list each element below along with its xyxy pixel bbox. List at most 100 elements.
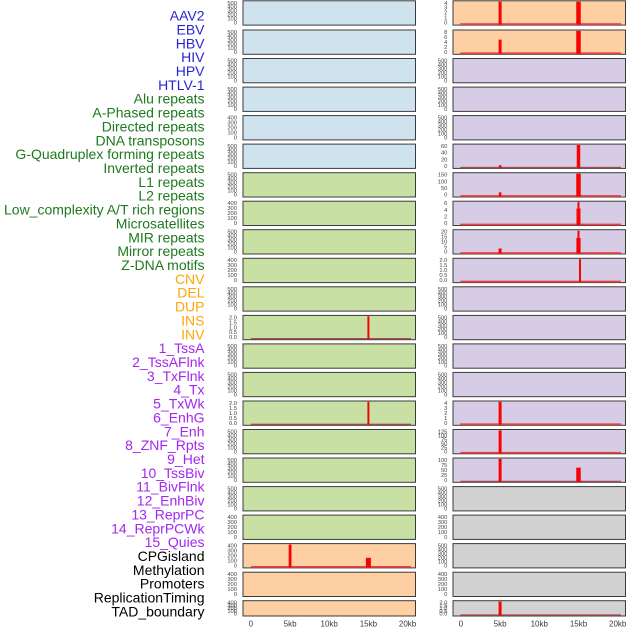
svg-text:0: 0 [234, 278, 237, 284]
svg-text:200: 200 [227, 42, 237, 48]
svg-text:0: 0 [234, 135, 237, 141]
svg-text:100: 100 [438, 458, 448, 464]
svg-text:1.0: 1.0 [439, 268, 447, 274]
svg-text:400: 400 [227, 515, 237, 521]
svg-text:200: 200 [438, 299, 448, 305]
svg-text:200: 200 [227, 525, 237, 531]
svg-text:100: 100 [227, 360, 237, 366]
svg-text:200: 200 [227, 356, 237, 362]
svg-text:Promoters: Promoters [140, 576, 205, 592]
svg-text:25: 25 [441, 445, 447, 451]
svg-text:300: 300 [227, 380, 237, 386]
svg-text:10_TssBiv: 10_TssBiv [141, 465, 205, 481]
svg-text:100: 100 [227, 609, 237, 615]
svg-text:Z-DNA motifs: Z-DNA motifs [121, 257, 204, 273]
svg-text:5kb: 5kb [494, 619, 507, 628]
svg-text:300: 300 [227, 295, 237, 301]
svg-text:50: 50 [441, 441, 447, 447]
svg-text:0: 0 [444, 164, 447, 170]
svg-text:400: 400 [227, 177, 237, 183]
svg-text:400: 400 [227, 433, 237, 439]
svg-text:400: 400 [227, 34, 237, 40]
svg-text:100: 100 [227, 388, 237, 394]
svg-text:200: 200 [227, 299, 237, 305]
svg-text:400: 400 [227, 572, 237, 578]
svg-text:75: 75 [441, 437, 447, 443]
svg-text:200: 200 [438, 128, 448, 134]
svg-text:3_TxFlnk: 3_TxFlnk [147, 368, 206, 384]
svg-text:500: 500 [438, 58, 448, 64]
svg-text:200: 200 [227, 242, 237, 248]
svg-text:AAV2: AAV2 [170, 8, 205, 24]
svg-text:60: 60 [441, 144, 447, 150]
svg-text:8_ZNF_Rpts: 8_ZNF_Rpts [125, 437, 204, 453]
svg-text:10: 10 [441, 240, 447, 246]
svg-text:0: 0 [444, 478, 447, 484]
svg-text:500: 500 [438, 544, 448, 550]
svg-text:15kb: 15kb [570, 619, 588, 628]
svg-text:300: 300 [438, 380, 448, 386]
svg-text:100: 100 [227, 530, 237, 536]
svg-text:400: 400 [438, 376, 448, 382]
svg-text:100: 100 [227, 502, 237, 508]
svg-text:0: 0 [234, 392, 237, 398]
svg-text:9_Het: 9_Het [167, 451, 204, 467]
svg-text:100: 100 [438, 530, 448, 536]
svg-text:1.0: 1.0 [439, 606, 447, 612]
svg-text:0: 0 [234, 478, 237, 484]
svg-text:500: 500 [438, 372, 448, 378]
svg-text:300: 300 [438, 124, 448, 130]
svg-text:1.5: 1.5 [439, 263, 447, 269]
svg-text:0.0: 0.0 [439, 278, 447, 284]
svg-text:20: 20 [441, 157, 447, 163]
svg-text:100: 100 [227, 46, 237, 52]
svg-text:0: 0 [234, 612, 237, 618]
svg-text:0: 0 [234, 21, 237, 27]
svg-text:500: 500 [227, 458, 237, 464]
svg-text:14_ReprPCWk: 14_ReprPCWk [111, 520, 205, 536]
svg-text:200: 200 [227, 582, 237, 588]
svg-text:5kb: 5kb [284, 619, 297, 628]
svg-text:6_EnhG: 6_EnhG [153, 410, 204, 426]
svg-text:300: 300 [227, 466, 237, 472]
svg-text:Low_complexity A/T rich region: Low_complexity A/T rich regions [4, 202, 205, 218]
svg-text:0: 0 [234, 449, 237, 455]
svg-text:2.0: 2.0 [439, 601, 447, 607]
svg-text:200: 200 [438, 384, 448, 390]
svg-text:400: 400 [438, 319, 448, 325]
svg-text:HTLV-1: HTLV-1 [158, 77, 205, 93]
svg-text:100: 100 [227, 17, 237, 23]
svg-text:100: 100 [227, 74, 237, 80]
svg-text:DEL: DEL [177, 285, 204, 301]
svg-text:100: 100 [438, 331, 448, 337]
svg-text:Alu repeats: Alu repeats [134, 91, 205, 107]
svg-text:0.0: 0.0 [439, 612, 447, 618]
svg-text:500: 500 [227, 1, 237, 7]
svg-text:15: 15 [441, 235, 447, 241]
svg-text:200: 200 [227, 470, 237, 476]
svg-text:400: 400 [438, 348, 448, 354]
svg-text:12_EnhBiv: 12_EnhBiv [137, 493, 205, 509]
svg-text:100: 100 [438, 433, 448, 439]
svg-text:DNA transposons: DNA transposons [96, 132, 205, 148]
svg-text:100: 100 [227, 273, 237, 279]
svg-text:200: 200 [227, 99, 237, 105]
svg-text:200: 200 [438, 99, 448, 105]
svg-text:500: 500 [227, 487, 237, 493]
svg-text:200: 200 [227, 268, 237, 274]
svg-text:400: 400 [438, 291, 448, 297]
svg-text:200: 200 [227, 384, 237, 390]
svg-text:CNV: CNV [175, 271, 205, 287]
svg-text:6: 6 [444, 35, 447, 41]
svg-text:100: 100 [227, 303, 237, 309]
svg-text:400: 400 [227, 148, 237, 154]
svg-text:300: 300 [438, 577, 448, 583]
svg-text:0: 0 [234, 250, 237, 256]
svg-text:100: 100 [227, 559, 237, 565]
svg-text:2.0: 2.0 [439, 258, 447, 264]
svg-text:200: 200 [438, 498, 448, 504]
svg-text:0: 0 [444, 21, 447, 27]
svg-text:300: 300 [227, 206, 237, 212]
svg-text:200: 200 [227, 211, 237, 217]
svg-text:100: 100 [438, 74, 448, 80]
